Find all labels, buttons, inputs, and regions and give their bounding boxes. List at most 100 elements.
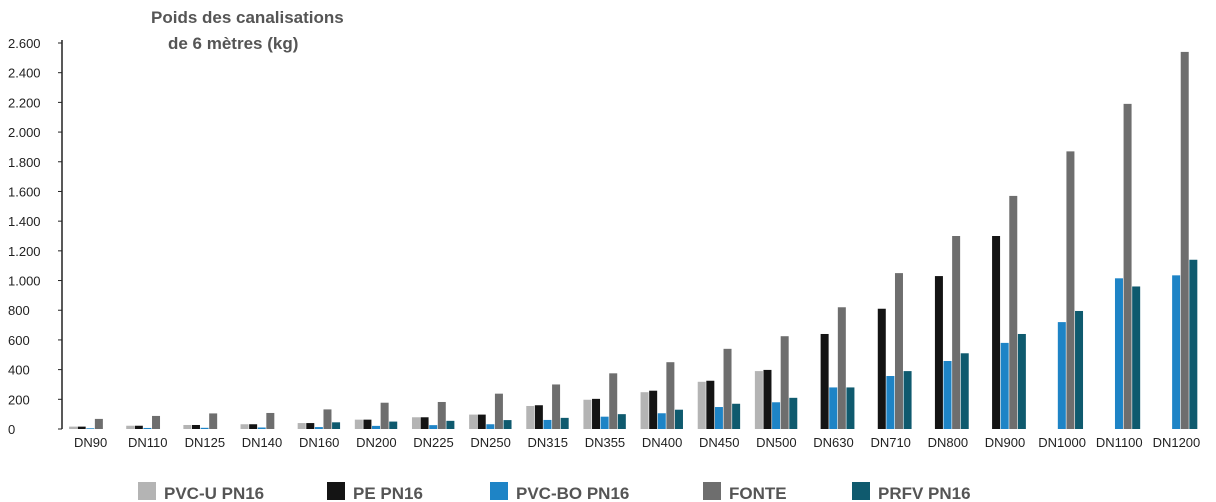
legend-label: PRFV PN16 (878, 484, 971, 502)
bar (446, 420, 455, 429)
bar (240, 424, 249, 429)
legend-label: PVC-U PN16 (164, 484, 264, 502)
bar (780, 336, 789, 429)
bar (674, 409, 683, 429)
x-tick-label: DN1200 (1153, 435, 1201, 450)
bar (183, 424, 192, 429)
bar (877, 308, 886, 429)
bar (77, 426, 86, 429)
chart-title-line-1: Poids des canalisations (151, 8, 344, 27)
x-tick-label: DN1100 (1096, 435, 1143, 450)
y-tick-label: 400 (8, 363, 30, 378)
bar (1066, 151, 1075, 429)
y-tick-label: 2.000 (8, 125, 41, 140)
bar (583, 399, 592, 429)
legend: PVC-U PN16 PE PN16 PVC-BO PN16 FONTE PRFV PN… (138, 482, 971, 502)
y-tick-label: 2.200 (8, 95, 41, 110)
bar (380, 402, 389, 429)
bar (306, 423, 315, 429)
bar (486, 424, 495, 429)
bar (560, 417, 569, 429)
legend-swatch (852, 482, 870, 500)
y-tick-label: 2.600 (8, 36, 41, 51)
y-tick-label: 1.600 (8, 184, 41, 199)
bar (649, 390, 658, 429)
x-tick-label: DN630 (813, 435, 853, 450)
x-tick-label: DN125 (185, 435, 225, 450)
x-tick-label: DN900 (985, 435, 1025, 450)
bar (1132, 286, 1141, 429)
x-tick-label: DN1000 (1038, 435, 1086, 450)
y-tick-label: 2.400 (8, 66, 41, 81)
bar (1009, 195, 1018, 429)
legend-swatch (490, 482, 508, 500)
bar (420, 417, 429, 429)
bar (1057, 322, 1066, 429)
x-tick-label: DN500 (756, 435, 796, 450)
bar (249, 424, 258, 429)
bar (69, 426, 78, 429)
bar (209, 413, 218, 429)
x-tick-label: DN250 (470, 435, 510, 450)
chart-title: Poids des canalisations de 6 mètres (kg) (151, 8, 344, 53)
bar (134, 425, 143, 429)
x-tick-label: DN315 (528, 435, 568, 450)
legend-label: FONTE (729, 484, 787, 502)
y-tick-label: 1.400 (8, 214, 41, 229)
x-tick-label: DN710 (870, 435, 910, 450)
x-tick-label: DN140 (242, 435, 282, 450)
x-tick-label: DN225 (413, 435, 453, 450)
bar (640, 392, 649, 429)
bar (494, 393, 503, 429)
y-tick-label: 800 (8, 303, 30, 318)
bar (952, 236, 961, 429)
legend-label: PE PN16 (353, 484, 423, 502)
x-tick-label: DN450 (699, 435, 739, 450)
bar (697, 381, 706, 429)
bar (1180, 51, 1189, 430)
bar (469, 414, 478, 429)
bar (552, 384, 561, 429)
bar (772, 402, 781, 429)
bar (609, 373, 618, 429)
bar (894, 273, 903, 429)
bar (297, 423, 306, 429)
bar (903, 371, 912, 429)
x-tick-label: DN800 (928, 435, 968, 450)
legend-label: PVC-BO PN16 (516, 484, 629, 502)
bar (152, 415, 161, 429)
bar (323, 409, 332, 429)
bar (1189, 259, 1198, 429)
x-tick-label: DN160 (299, 435, 339, 450)
bar (657, 413, 666, 429)
bar (266, 412, 275, 429)
bar (943, 361, 952, 429)
x-tick-label: DN400 (642, 435, 682, 450)
bar (191, 424, 200, 429)
chart-title-line-2: de 6 mètres (kg) (168, 34, 298, 53)
bar (763, 369, 772, 429)
bar (706, 380, 715, 429)
axes: 0 200 400 600 800 1.000 1.200 1.400 1.600 1.800 2.… (8, 36, 1200, 450)
bar (723, 348, 732, 429)
bar (332, 422, 341, 429)
bar (600, 416, 609, 429)
y-tick-label: 1.000 (8, 274, 41, 289)
bar (354, 419, 363, 429)
bar (372, 425, 381, 429)
bar (86, 428, 95, 429)
bar (477, 414, 486, 429)
legend-swatch (138, 482, 156, 500)
x-tick-label: DN90 (74, 435, 107, 450)
bar (837, 307, 846, 429)
bar (1017, 333, 1026, 429)
y-tick-label: 0 (8, 422, 15, 437)
bar (94, 418, 103, 429)
bar (526, 405, 535, 429)
bar (534, 405, 543, 429)
bar (314, 427, 323, 429)
x-tick-label: DN110 (128, 435, 168, 450)
bar (886, 375, 895, 429)
bar (617, 414, 626, 429)
